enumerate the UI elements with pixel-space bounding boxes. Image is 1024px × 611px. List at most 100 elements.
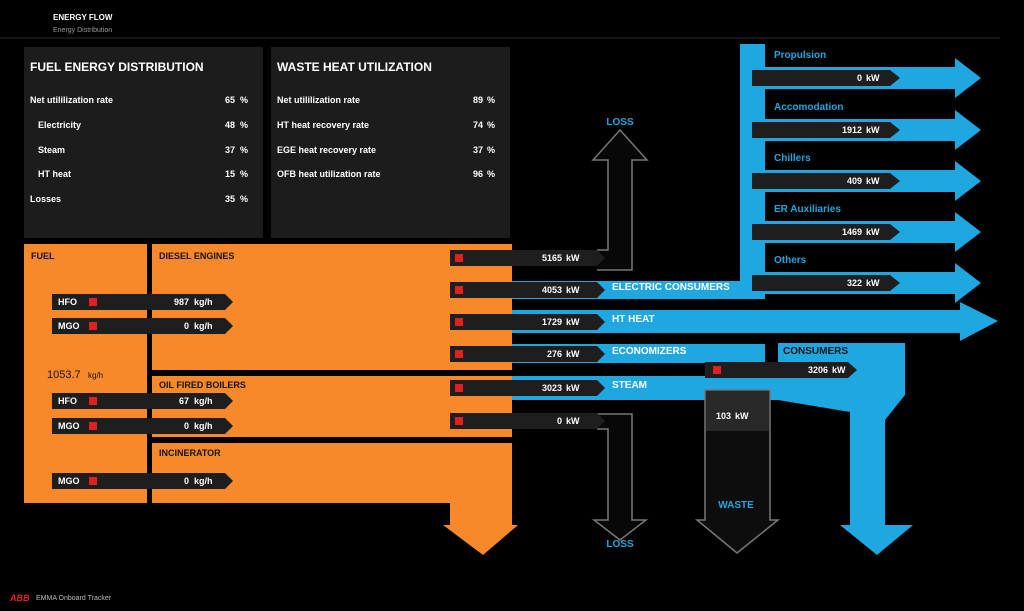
value-bar — [450, 380, 605, 396]
metric-label: HT heat — [38, 168, 72, 179]
consumer-label: Chillers — [774, 153, 811, 164]
fuel-type: MGO — [58, 420, 80, 431]
page-subtitle: Energy Distribution — [53, 26, 113, 34]
fuel-unit: kg/h — [88, 371, 104, 380]
status-indicator — [455, 384, 463, 392]
logo: ABB — [10, 592, 30, 603]
metric-label: EGE heat recovery rate — [277, 144, 377, 155]
panel-title: FUEL ENERGY DISTRIBUTION — [30, 60, 204, 74]
value-bar — [450, 413, 605, 429]
fuel-total: 1053.7 — [47, 368, 81, 381]
flow-value: 0 — [183, 420, 189, 431]
metric-value: 37 — [224, 144, 235, 155]
value-bar — [52, 294, 233, 310]
panel — [271, 47, 510, 238]
consumer-label: Accomodation — [774, 102, 844, 113]
flow-value: 1729 — [541, 316, 562, 327]
metric-unit: % — [240, 144, 249, 155]
loss-label: LOSS — [606, 539, 634, 550]
status-indicator — [89, 477, 97, 485]
separator — [147, 244, 152, 503]
consumers-title: CONSUMERS — [783, 346, 849, 357]
status-indicator — [713, 366, 721, 374]
metric-value: 96 — [472, 168, 483, 179]
value-bar — [752, 275, 900, 291]
loss-label: LOSS — [606, 117, 634, 128]
consumer-unit: kW — [866, 72, 880, 83]
metric-label: Net utililization rate — [277, 94, 361, 105]
status-indicator — [455, 350, 463, 358]
metric-unit: % — [240, 193, 249, 204]
separator — [152, 370, 512, 376]
status-indicator — [89, 397, 97, 405]
fuel-type: HFO — [58, 296, 77, 307]
fuel-out-arrow — [443, 503, 518, 555]
flow-unit: kW — [566, 382, 580, 393]
panel-title: WASTE HEAT UTILIZATION — [277, 60, 432, 74]
consumer-value: 1469 — [841, 226, 862, 237]
consumer-arrowhead — [955, 161, 981, 201]
metric-unit: % — [487, 144, 496, 155]
consumers-flow — [778, 343, 913, 555]
consumer-arrowhead — [955, 58, 981, 98]
value-bar — [52, 418, 233, 434]
flow-unit: kg/h — [194, 320, 213, 331]
flow-value: 103 — [715, 410, 731, 421]
flow-value: 3206 — [807, 364, 828, 375]
flow-label: STEAM — [612, 380, 647, 391]
loss-arrow — [591, 128, 649, 271]
flow-label: ECONOMIZERS — [612, 346, 687, 357]
status-indicator — [455, 417, 463, 425]
consumer-unit: kW — [866, 175, 880, 186]
page-title: ENERGY FLOW — [53, 13, 113, 22]
flow-value: 5165 — [541, 252, 562, 263]
consumer-value: 409 — [846, 175, 862, 186]
value-bar — [705, 362, 857, 378]
fuel-type: MGO — [58, 475, 80, 486]
status-indicator — [89, 422, 97, 430]
flow-value: 0 — [183, 475, 189, 486]
value-bar — [52, 318, 233, 334]
metric-value: 48 — [224, 119, 235, 130]
metric-unit: % — [240, 119, 249, 130]
flow-unit: kg/h — [194, 395, 213, 406]
product-name: EMMA Onboard Tracker — [36, 594, 112, 602]
status-indicator — [455, 286, 463, 294]
consumer-value: 1912 — [841, 124, 862, 135]
value-bar — [450, 346, 605, 362]
metric-unit: % — [487, 94, 496, 105]
consumer-unit: kW — [866, 226, 880, 237]
flow-unit: kW — [566, 284, 580, 295]
source-title: INCINERATOR — [159, 447, 221, 458]
consumer-label: Propulsion — [774, 50, 827, 61]
consumer-arrowhead — [955, 212, 981, 252]
section-title: FUEL — [31, 250, 55, 261]
flow-unit: kg/h — [194, 475, 213, 486]
flow-unit: kg/h — [194, 420, 213, 431]
flow-value: 987 — [173, 296, 189, 307]
metric-value: 37 — [472, 144, 483, 155]
flow-unit: kW — [735, 410, 749, 421]
status-indicator — [89, 322, 97, 330]
flow-value: 67 — [178, 395, 189, 406]
metric-label: OFB heat utilization rate — [277, 168, 381, 179]
metric-value: 74 — [472, 119, 483, 130]
flow-value: 0 — [556, 415, 562, 426]
flow-label: HT HEAT — [612, 314, 655, 325]
metric-value: 65 — [224, 94, 235, 105]
status-indicator — [455, 318, 463, 326]
metric-unit: % — [240, 94, 249, 105]
status-indicator — [455, 254, 463, 262]
flow-unit: kW — [566, 316, 580, 327]
flow-value: 3023 — [541, 382, 562, 393]
value-bar — [52, 473, 233, 489]
consumer-arrowhead — [955, 110, 981, 150]
flow-value: 0 — [183, 320, 189, 331]
flow-label: ELECTRIC CONSUMERS — [612, 282, 730, 293]
consumer-value: 322 — [846, 277, 862, 288]
value-bar — [752, 173, 900, 189]
flow-unit: kg/h — [194, 296, 213, 307]
consumer-unit: kW — [866, 277, 880, 288]
metric-label: HT heat recovery rate — [277, 119, 370, 130]
